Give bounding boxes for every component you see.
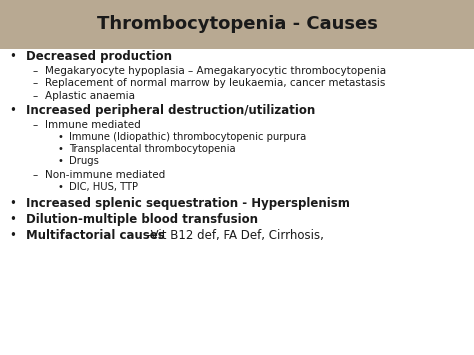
Text: Decreased production: Decreased production <box>26 50 172 63</box>
Text: Immune (Idiopathic) thrombocytopenic purpura: Immune (Idiopathic) thrombocytopenic pur… <box>69 132 306 142</box>
Text: Non-immune mediated: Non-immune mediated <box>45 170 165 180</box>
Text: Increased splenic sequestration - Hypersplenism: Increased splenic sequestration - Hypers… <box>26 197 350 209</box>
Text: -Vit B12 def, FA Def, Cirrhosis,: -Vit B12 def, FA Def, Cirrhosis, <box>147 229 324 241</box>
Text: Dilution-multiple blood transfusion: Dilution-multiple blood transfusion <box>26 213 258 225</box>
Text: Aplastic anaemia: Aplastic anaemia <box>45 91 135 101</box>
Text: •: • <box>9 197 17 209</box>
Text: •: • <box>58 132 64 142</box>
Text: DIC, HUS, TTP: DIC, HUS, TTP <box>69 182 138 192</box>
Text: •: • <box>58 182 64 192</box>
Text: Increased peripheral destruction/utilization: Increased peripheral destruction/utiliza… <box>26 104 315 117</box>
Text: Replacement of normal marrow by leukaemia, cancer metastasis: Replacement of normal marrow by leukaemi… <box>45 78 385 88</box>
Text: Transplacental thrombocytopenia: Transplacental thrombocytopenia <box>69 144 236 154</box>
Text: •: • <box>58 156 64 166</box>
Text: –: – <box>32 66 37 76</box>
Text: •: • <box>9 104 17 117</box>
Text: Megakaryocyte hypoplasia – Amegakaryocytic thrombocytopenia: Megakaryocyte hypoplasia – Amegakaryocyt… <box>45 66 386 76</box>
Text: •: • <box>9 213 17 225</box>
Text: Thrombocytopenia - Causes: Thrombocytopenia - Causes <box>97 16 377 33</box>
Text: –: – <box>32 91 37 101</box>
Text: Immune mediated: Immune mediated <box>45 120 141 130</box>
Text: •: • <box>9 50 17 63</box>
Text: –: – <box>32 120 37 130</box>
Text: –: – <box>32 78 37 88</box>
Text: Drugs: Drugs <box>69 156 99 166</box>
Text: •: • <box>58 144 64 154</box>
Bar <box>0 0 474 49</box>
Text: –: – <box>32 170 37 180</box>
Text: •: • <box>9 229 17 241</box>
Text: Multifactorial causes: Multifactorial causes <box>26 229 165 241</box>
